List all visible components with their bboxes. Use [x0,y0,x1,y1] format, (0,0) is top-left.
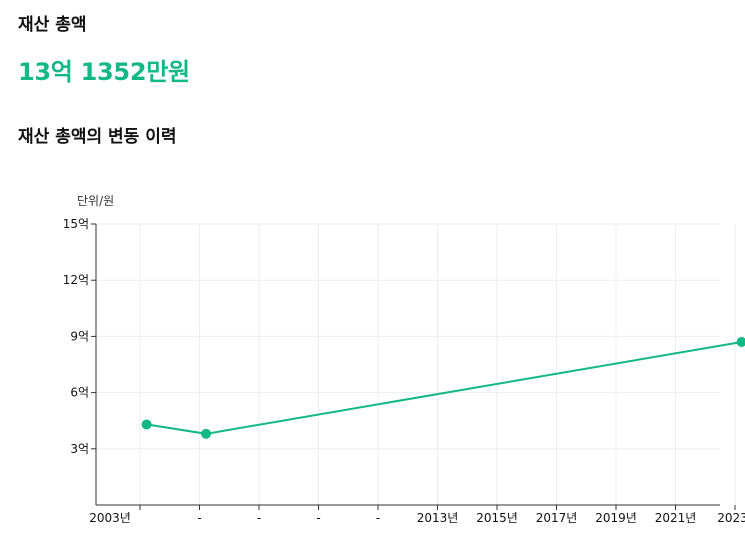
data-point[interactable] [736,337,745,348]
y-tick-label: 12억 [63,273,89,287]
x-tick-label: 2017년 [536,511,578,525]
chart-grid [96,223,736,505]
x-tick-label: - [257,511,261,525]
total-assets-value: 13억 1352만원 [18,58,190,86]
x-tick-label: 2023년 [717,511,745,525]
x-tick-label: - [197,511,201,525]
x-tick-label: - [316,511,320,525]
chart-labels: 3억 6억 9억 12억 15억 2003년 - - - - 2013년 2015년 2017년 2019… [63,217,745,525]
data-points [141,337,745,439]
x-tick-label: - [376,511,380,525]
y-tick-label: 6억 [70,386,89,400]
x-tick-label: 2003년 [89,511,131,525]
data-point[interactable] [201,428,212,439]
y-tick-label: 9억 [70,329,89,343]
chart-axes [91,223,736,510]
x-tick-label: 2013년 [417,511,459,525]
x-tick-label: 2015년 [476,511,518,525]
series-line [146,340,745,435]
data-point[interactable] [141,419,152,430]
y-tick-label: 3억 [70,442,89,456]
page-title: 재산 총액 [18,15,87,35]
y-tick-label: 15억 [63,217,89,231]
x-tick-label: 2021년 [655,511,697,525]
x-tick-label: 2019년 [595,511,637,525]
unit-label: 단위/원 [77,194,114,208]
chart-title: 재산 총액의 변동 이력 [18,127,177,147]
